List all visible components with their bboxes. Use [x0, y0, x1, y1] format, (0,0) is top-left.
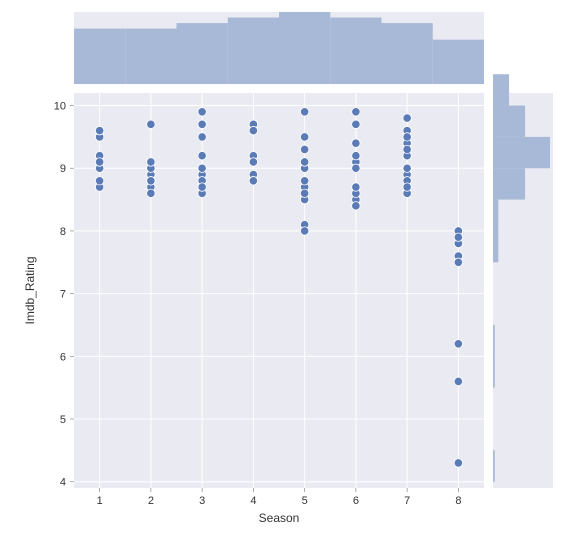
scatter-point — [352, 151, 360, 159]
scatter-point — [403, 114, 411, 122]
main-plot-bg — [74, 93, 484, 488]
y-tick-label: 4 — [60, 477, 66, 489]
x-tick-label: 3 — [199, 495, 205, 507]
right-hist-bar — [493, 74, 509, 105]
scatter-point — [352, 108, 360, 116]
top-hist-bar — [74, 29, 125, 84]
right-hist-bar — [493, 137, 550, 168]
scatter-point — [249, 126, 257, 134]
joint-plot: 1 2 3 4 5 6 7 8 4 5 6 7 8 9 10 Season Imdb_Rating — [0, 0, 571, 542]
scatter-point — [403, 133, 411, 141]
top-hist-bar — [382, 23, 433, 84]
scatter-point — [454, 377, 462, 385]
scatter-point — [147, 177, 155, 185]
y-tick-label: 8 — [60, 226, 66, 238]
y-tick-label: 6 — [60, 351, 66, 363]
scatter-point — [352, 183, 360, 191]
scatter-point — [454, 459, 462, 467]
top-hist-bar — [279, 12, 330, 84]
y-tick-label: 7 — [60, 289, 66, 301]
right-hist-bar — [493, 200, 498, 231]
scatter-point — [300, 108, 308, 116]
scatter-point — [198, 164, 206, 172]
scatter-point — [403, 183, 411, 191]
scatter-point — [403, 164, 411, 172]
scatter-point — [454, 258, 462, 266]
top-hist-bar — [177, 23, 228, 84]
x-tick-label: 6 — [353, 495, 359, 507]
chart-svg: 1 2 3 4 5 6 7 8 4 5 6 7 8 9 10 Season Imdb_Rating — [0, 0, 571, 542]
scatter-point — [352, 139, 360, 147]
right-hist-bar — [493, 356, 495, 387]
scatter-point — [95, 158, 103, 166]
x-tick-label: 8 — [455, 495, 461, 507]
x-axis-label: Season — [259, 511, 300, 525]
right-hist-bar — [493, 168, 525, 199]
scatter-point — [454, 340, 462, 348]
scatter-point — [249, 177, 257, 185]
right-hist-bar — [493, 325, 495, 356]
y-tick-label: 10 — [54, 101, 66, 113]
top-hist-bar — [433, 40, 484, 84]
x-tick-label: 7 — [404, 495, 410, 507]
scatter-point — [352, 120, 360, 128]
scatter-point — [249, 158, 257, 166]
top-hist-bar — [330, 18, 381, 84]
top-hist-bar — [125, 29, 176, 84]
scatter-point — [403, 145, 411, 153]
scatter-point — [300, 158, 308, 166]
scatter-point — [147, 120, 155, 128]
scatter-point — [300, 227, 308, 235]
top-hist-bar — [228, 18, 279, 84]
scatter-point — [300, 189, 308, 197]
scatter-point — [300, 177, 308, 185]
scatter-point — [300, 145, 308, 153]
scatter-point — [198, 120, 206, 128]
y-tick-label: 9 — [60, 163, 66, 175]
right-hist-bar — [493, 231, 498, 262]
scatter-point — [147, 158, 155, 166]
x-tick-label: 1 — [97, 495, 103, 507]
scatter-point — [198, 151, 206, 159]
y-axis-label: Imdb_Rating — [23, 256, 37, 324]
scatter-point — [454, 233, 462, 241]
scatter-point — [198, 183, 206, 191]
scatter-point — [198, 108, 206, 116]
x-tick-label: 5 — [302, 495, 308, 507]
scatter-point — [352, 202, 360, 210]
scatter-point — [198, 133, 206, 141]
x-tick-label: 4 — [250, 495, 256, 507]
right-hist-bar — [493, 450, 495, 481]
scatter-point — [300, 133, 308, 141]
scatter-point — [147, 189, 155, 197]
y-tick-label: 5 — [60, 414, 66, 426]
scatter-point — [352, 164, 360, 172]
scatter-point — [95, 177, 103, 185]
x-tick-label: 2 — [148, 495, 154, 507]
right-hist-bar — [493, 106, 525, 137]
scatter-point — [95, 126, 103, 134]
